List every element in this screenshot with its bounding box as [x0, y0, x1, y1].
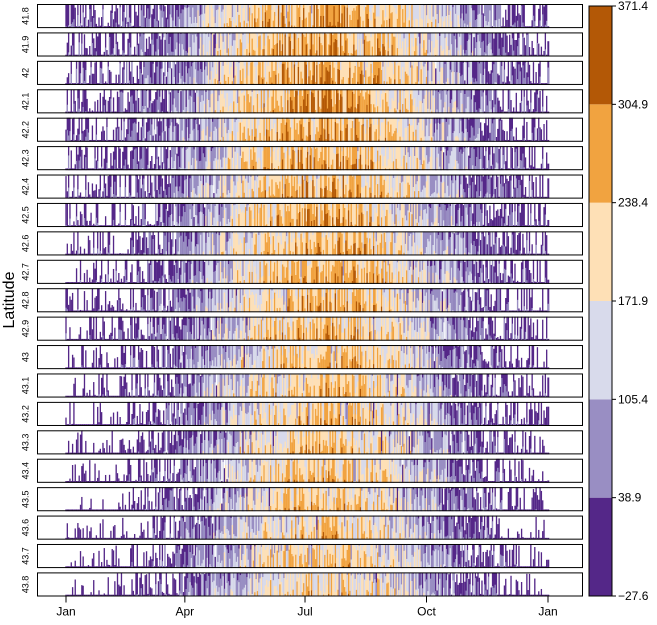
panel-border	[37, 174, 583, 199]
panel-border	[37, 259, 583, 284]
panel-label: 41.9	[20, 36, 30, 54]
panel-42.6: 42.6	[20, 231, 583, 256]
panel-label: 43.8	[20, 576, 30, 594]
legend-label: 371.4	[618, 0, 648, 13]
panel-label: 42.7	[20, 263, 30, 281]
latitude-panels: 41.8 41.9 42 42.1 42.2 42.3 42.4 42.5 42.6 42.7 42…	[20, 4, 583, 597]
panel-label: 42.8	[20, 291, 30, 309]
panel-43.1: 43.1	[20, 373, 583, 398]
panel-42.5: 42.5	[20, 202, 583, 228]
legend-swatch	[589, 104, 612, 203]
panel-border	[37, 572, 583, 597]
panel-label: 42.1	[20, 93, 30, 111]
panel-border	[37, 231, 583, 256]
legend-swatch	[589, 399, 612, 498]
panel-43.5: 43.5	[20, 487, 583, 512]
panel-43.2: 43.2	[20, 401, 583, 426]
panel-border	[37, 515, 583, 540]
x-tick-label: Jan	[538, 605, 557, 619]
panel-43.6: 43.6	[20, 515, 583, 540]
legend-label: 105.4	[618, 392, 648, 406]
panel-41.9: 41.9	[20, 32, 583, 57]
x-tick-label: Jul	[297, 605, 312, 619]
panel-42.4: 42.4	[20, 174, 583, 199]
panel-border	[37, 89, 583, 114]
legend-label: 238.4	[618, 196, 648, 210]
panel-border	[37, 430, 583, 455]
panel-42.8: 42.8	[20, 288, 583, 313]
panel-label: 42	[20, 68, 30, 78]
panel-border	[37, 345, 583, 370]
panel-42.2: 42.2	[20, 117, 583, 142]
panel-label: 41.8	[20, 7, 30, 25]
panel-border	[37, 202, 583, 228]
panel-border	[37, 373, 583, 398]
panel-label: 43.5	[20, 490, 30, 508]
legend-label: 304.9	[618, 97, 648, 111]
panel-label: 42.5	[20, 206, 30, 224]
panel-label: 43.7	[20, 547, 30, 565]
panel-label: 42.6	[20, 235, 30, 253]
panel-42.9: 42.9	[20, 316, 583, 341]
panel-43: 43	[20, 345, 583, 370]
legend-label: −27.6	[618, 589, 649, 603]
panel-label: 42.3	[20, 149, 30, 167]
panel-label: 43.3	[20, 434, 30, 452]
color-legend: −27.6 38.9 105.4 171.9 238.4 304.9 371.4	[588, 0, 649, 603]
x-tick-label: Oct	[417, 605, 436, 619]
x-tick-label: Apr	[176, 605, 195, 619]
panel-42.7: 42.7	[20, 259, 583, 284]
panel-label: 42.9	[20, 320, 30, 338]
panel-border	[37, 458, 583, 483]
y-axis-title: Latitude	[1, 271, 18, 328]
panel-border	[37, 543, 583, 569]
panel-label: 42.4	[20, 178, 30, 196]
legend-swatch	[589, 301, 612, 400]
legend-label: 38.9	[618, 491, 642, 505]
panel-43.8: 43.8	[20, 572, 583, 597]
panel-border	[37, 316, 583, 341]
x-tick-label: Jan	[56, 605, 75, 619]
x-axis: Jan Apr Jul Oct Jan	[56, 596, 558, 619]
panel-border	[37, 117, 583, 142]
panel-43.3: 43.3	[20, 430, 583, 455]
panel-border	[37, 32, 583, 57]
panel-label: 42.2	[20, 121, 30, 139]
panel-border	[37, 4, 583, 29]
panel-label: 43	[20, 352, 30, 362]
panel-42.1: 42.1	[20, 89, 583, 114]
legend-swatch	[589, 497, 612, 596]
legend-swatch	[589, 202, 612, 301]
legend-swatch	[589, 6, 612, 105]
panel-label: 43.4	[20, 462, 30, 480]
panel-43.4: 43.4	[20, 458, 583, 483]
panel-43.7: 43.7	[20, 543, 583, 569]
panel-42: 42	[20, 60, 583, 85]
panel-41.8: 41.8	[20, 4, 583, 29]
legend-label: 171.9	[618, 294, 648, 308]
panel-border	[37, 60, 583, 85]
panel-label: 43.2	[20, 405, 30, 423]
panel-border	[37, 288, 583, 313]
panel-border	[37, 487, 583, 512]
panel-label: 43.1	[20, 377, 30, 395]
panel-label: 43.6	[20, 519, 30, 537]
panel-border	[37, 146, 583, 171]
panel-42.3: 42.3	[20, 146, 583, 171]
panel-border	[37, 401, 583, 426]
